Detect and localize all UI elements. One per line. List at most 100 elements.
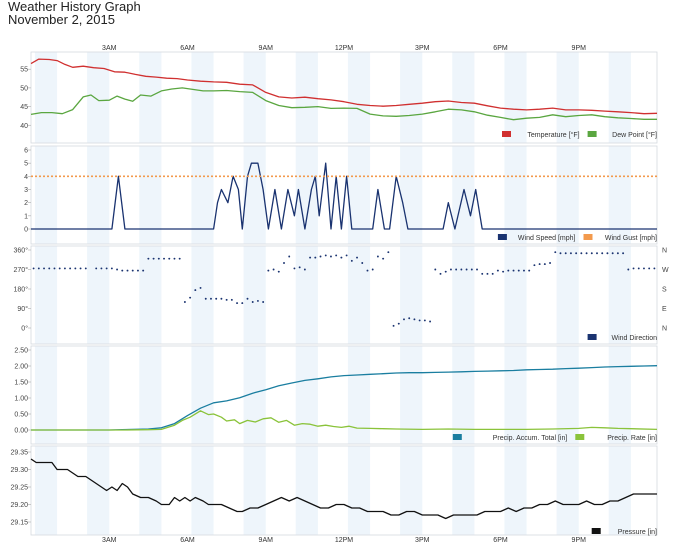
time-band: [191, 52, 214, 143]
time-band: [243, 346, 266, 444]
wind-direction-point: [559, 252, 562, 255]
time-band: [400, 446, 423, 535]
time-band: [243, 52, 266, 143]
time-band: [452, 246, 475, 344]
wind-direction-point: [152, 257, 155, 260]
wind-direction-point: [429, 320, 432, 323]
wind-direction-point: [408, 317, 411, 320]
legend-label: Wind Direction: [611, 335, 657, 342]
wind-direction-point: [246, 297, 249, 300]
wind-direction-point: [554, 251, 557, 254]
wind-direction-point: [538, 263, 541, 266]
time-band: [295, 446, 318, 535]
legend-label: Precip. Rate [in]: [607, 435, 657, 442]
wind-direction-point: [465, 268, 468, 271]
time-tick-bottom: 3PM: [415, 537, 430, 544]
wind-direction-point: [376, 255, 379, 258]
wind-direction-point: [392, 324, 395, 327]
wind-direction-point: [449, 268, 452, 271]
time-band: [504, 246, 527, 344]
y-tick-label: 1: [24, 213, 28, 220]
wind-direction-point: [543, 263, 546, 266]
y-tick-label: 2.50: [14, 348, 28, 355]
time-tick-top: 3AM: [102, 45, 117, 52]
wind-direction-point: [397, 322, 400, 325]
y-tick-label: 0°: [21, 325, 28, 333]
series-line-temperature-1: [30, 87, 657, 121]
wind-direction-point: [366, 269, 369, 272]
wind-direction-point: [403, 318, 405, 321]
chart-frame: [30, 445, 658, 536]
time-band: [452, 52, 475, 143]
wind-direction-point: [460, 268, 463, 271]
wind-direction-point: [496, 269, 499, 272]
time-band: [139, 346, 162, 444]
time-band: [87, 446, 110, 535]
time-band: [243, 246, 266, 344]
time-band: [556, 446, 579, 535]
time-band: [400, 246, 423, 344]
y-tick-label: 0: [24, 227, 28, 234]
wind-direction-point: [230, 298, 233, 301]
wind-direction-point: [486, 272, 489, 275]
time-tick-top: 6PM: [493, 45, 508, 52]
y-tick-label: 5: [24, 161, 28, 168]
wind-direction-point: [303, 268, 306, 271]
wind-direction-point: [444, 270, 447, 273]
wind-direction-point: [43, 267, 45, 270]
wind-direction-point: [251, 301, 254, 303]
wind-direction-point: [622, 252, 625, 255]
wind-direction-point: [53, 267, 56, 270]
time-band: [452, 446, 475, 535]
wind-direction-point: [163, 257, 165, 260]
right-tick-label: S: [662, 287, 667, 294]
time-tick-bottom: 12PM: [335, 537, 353, 544]
wind-direction-point: [262, 301, 265, 303]
page-subtitle: November 2, 2015: [8, 12, 115, 27]
time-band: [295, 146, 318, 244]
time-band: [34, 146, 58, 244]
series-line-wind_speed-0: [31, 162, 657, 230]
wind-direction-point: [455, 268, 458, 271]
time-tick-top: 3PM: [415, 45, 430, 52]
wind_direction-chart: 0° N 90° E 180° S 270° W 360° N Wind Direction: [14, 245, 669, 345]
y-tick-label: 4: [24, 174, 28, 181]
wind-direction-point: [105, 267, 108, 270]
legend-label: Temperature [°F]: [527, 131, 579, 139]
time-band: [556, 346, 579, 444]
legend-label: Pressure [in]: [618, 529, 657, 536]
wind-direction-point: [63, 267, 66, 270]
time-band: [243, 146, 266, 244]
wind-direction-point: [241, 302, 244, 305]
time-tick-top: 9AM: [259, 45, 274, 52]
y-tick-label: 55: [20, 67, 28, 74]
time-band: [87, 246, 110, 344]
wind-direction-point: [330, 255, 332, 258]
wind-direction-point: [637, 267, 640, 270]
y-tick-label: 6: [24, 148, 28, 155]
time-tick-bottom: 6AM: [180, 537, 195, 544]
wind-direction-point: [340, 256, 343, 259]
wind-direction-point: [643, 267, 645, 270]
wind-direction-point: [110, 267, 113, 270]
wind-direction-point: [575, 252, 578, 255]
time-band: [556, 146, 579, 244]
legend-swatch: [591, 528, 601, 534]
wind-direction-point: [585, 252, 588, 255]
time-band: [191, 346, 214, 444]
wind-direction-point: [470, 268, 473, 271]
wind-direction-point: [502, 270, 505, 273]
wind-direction-point: [423, 319, 426, 322]
right-tick-label: W: [662, 267, 669, 274]
chart-frame: [30, 345, 658, 445]
wind-direction-point: [288, 255, 291, 258]
wind-direction-point: [210, 297, 212, 300]
time-band: [608, 52, 631, 143]
temperature-chart: 40 45 50 55 Dew Point [°F] Temperature [°F]: [20, 51, 658, 144]
wind-direction-point: [283, 262, 285, 264]
wind-direction-point: [173, 257, 176, 260]
time-band: [139, 146, 162, 244]
y-tick-label: 2.00: [14, 364, 28, 371]
wind-direction-point: [168, 257, 171, 260]
time-band: [608, 446, 631, 535]
